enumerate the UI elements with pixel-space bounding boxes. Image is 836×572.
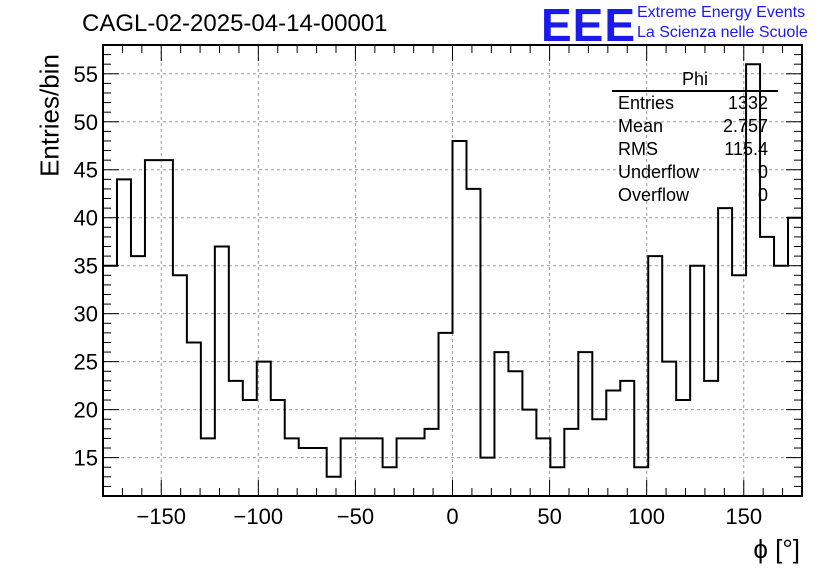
stats-value: 1332 — [727, 93, 768, 113]
x-axis-label: ϕ [°] — [753, 534, 800, 564]
histogram-bin — [411, 438, 425, 496]
stats-label: Overflow — [618, 185, 690, 205]
y-tick-label: 55 — [74, 62, 98, 87]
y-tick-label: 15 — [74, 446, 98, 471]
histogram-bin — [313, 448, 327, 496]
plot-frame — [102, 44, 803, 497]
stats-row-mean: Mean 2.757 — [612, 115, 778, 138]
stats-box: Phi Entries 1332 Mean 2.757 RMS 115.4 Un… — [612, 68, 778, 207]
x-tick-label: 50 — [537, 504, 561, 529]
y-tick-label: 45 — [74, 158, 98, 183]
histogram-bin — [466, 189, 480, 496]
histogram-bin — [564, 429, 578, 496]
logo-line-1: Extreme Energy Events — [637, 4, 806, 21]
x-tick-label: 100 — [628, 504, 665, 529]
stats-label: Mean — [618, 116, 664, 136]
stats-label: RMS — [618, 139, 658, 159]
y-tick-label: 20 — [74, 398, 98, 423]
histogram-bin — [676, 400, 690, 496]
histogram-bin — [536, 438, 550, 496]
stats-label: Entries — [618, 93, 675, 113]
histogram-bin — [508, 371, 522, 496]
histogram-bin — [355, 438, 369, 496]
x-tick-label: 150 — [725, 504, 762, 529]
histogram-bin — [662, 362, 676, 496]
histogram-bin — [131, 256, 145, 496]
stats-value: 0 — [757, 185, 768, 205]
stats-row-entries: Entries 1332 — [612, 92, 778, 115]
stats-label: Underflow — [618, 162, 700, 182]
histogram-bin — [369, 438, 383, 496]
y-tick-label: 25 — [74, 350, 98, 375]
histogram-bin — [718, 208, 732, 496]
stats-box-title: Phi — [612, 68, 778, 92]
stats-value: 115.4 — [724, 139, 768, 159]
histogram-bin — [397, 438, 411, 496]
histogram-bin — [327, 477, 341, 496]
histogram-bin — [229, 381, 243, 496]
histogram-bin — [425, 429, 439, 496]
x-tick-label: 0 — [446, 504, 458, 529]
y-tick-label: 50 — [74, 110, 98, 135]
eee-logo: EEE — [541, 0, 637, 51]
histogram-bin — [550, 467, 564, 496]
y-tick-label: 30 — [74, 302, 98, 327]
histogram-bin — [117, 179, 131, 496]
histogram-bin — [215, 247, 229, 496]
histogram-bin — [439, 333, 453, 496]
histogram-bin — [606, 390, 620, 496]
histogram-bin — [201, 438, 215, 496]
histogram-bin — [522, 410, 536, 496]
histogram-bin — [299, 448, 313, 496]
histogram-bin — [285, 438, 299, 496]
histogram-bin — [271, 400, 285, 496]
histogram-bin — [704, 381, 718, 496]
x-tick-label: −50 — [337, 504, 374, 529]
histogram-bin — [257, 362, 271, 496]
histogram-bin — [494, 352, 508, 496]
chart-title: CAGL-02-2025-04-14-00001 — [82, 10, 388, 37]
histogram-bin — [187, 342, 201, 496]
histogram-bin — [634, 467, 648, 496]
histogram-bin — [648, 256, 662, 496]
histogram-bin — [578, 352, 592, 496]
stats-value: 2.757 — [722, 116, 768, 136]
histogram-bin — [173, 275, 187, 496]
y-tick-label: 40 — [74, 206, 98, 231]
histogram-bin — [243, 400, 257, 496]
histogram-bin — [341, 438, 355, 496]
histogram-bin — [592, 419, 606, 496]
histogram-bin — [690, 266, 704, 496]
stats-row-underflow: Underflow 0 — [612, 161, 778, 184]
histogram-bin — [480, 458, 494, 496]
histogram-bin — [620, 381, 634, 496]
x-tick-label: −150 — [136, 504, 186, 529]
histogram-bin — [453, 141, 467, 496]
histogram-bin — [732, 275, 746, 496]
histogram-bin — [774, 266, 788, 496]
histogram-series-line — [103, 63, 802, 478]
stats-row-overflow: Overflow 0 — [612, 184, 778, 207]
y-axis-label: Entries/bin — [34, 54, 65, 177]
histogram-bin — [145, 160, 159, 496]
histogram-bin — [788, 218, 802, 496]
stats-row-rms: RMS 115.4 — [612, 138, 778, 161]
stats-value: 0 — [757, 162, 768, 182]
y-tick-label: 35 — [74, 254, 98, 279]
logo-line-2: La Scienza nelle Scuole — [637, 24, 808, 41]
x-tick-label: −100 — [234, 504, 284, 529]
